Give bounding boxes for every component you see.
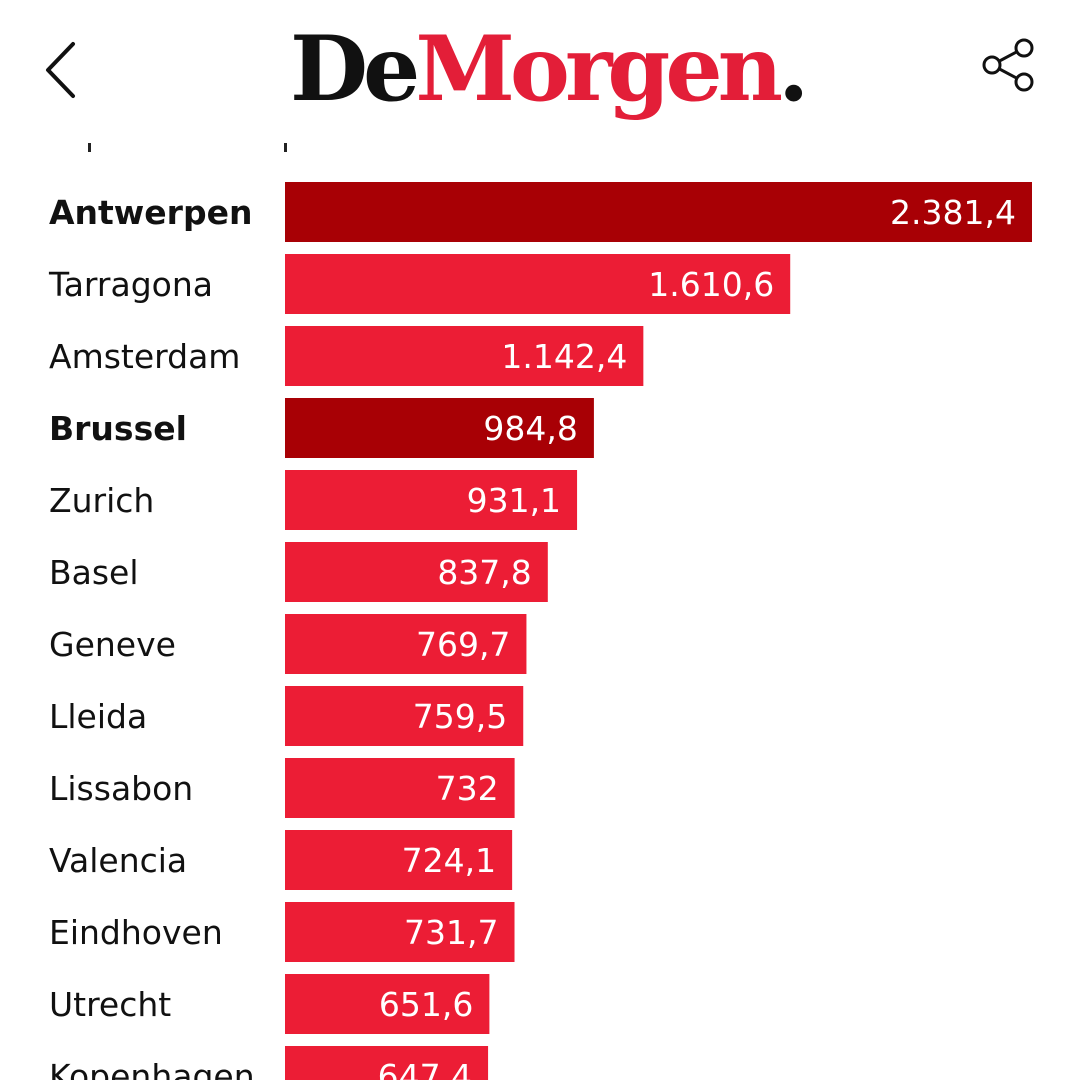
category-label: Kopenhagen <box>49 1057 255 1080</box>
bar <box>285 1046 489 1080</box>
value-label: 759,5 <box>413 697 507 736</box>
value-label: 647,4 <box>378 1057 472 1080</box>
bar <box>285 254 791 314</box>
category-label: Utrecht <box>49 985 171 1024</box>
bar <box>285 470 578 530</box>
value-label: 731,7 <box>404 913 498 952</box>
de-morgen-logo: DeMorgen. <box>290 16 809 122</box>
value-label: 984,8 <box>483 409 577 448</box>
axis-tick <box>284 143 287 152</box>
value-label: 732 <box>436 769 499 808</box>
bar <box>285 686 524 746</box>
category-label: Valencia <box>49 841 187 880</box>
back-button[interactable] <box>30 30 100 110</box>
category-label: Basel <box>49 553 139 592</box>
category-label: Amsterdam <box>49 337 240 376</box>
chevron-left-icon <box>46 42 75 98</box>
value-label: 651,6 <box>379 985 473 1024</box>
category-label: Eindhoven <box>49 913 223 952</box>
category-label: Lissabon <box>49 769 193 808</box>
value-label: 1.610,6 <box>648 265 774 304</box>
bar <box>285 398 594 458</box>
value-label: 769,7 <box>416 625 510 664</box>
value-label: 931,1 <box>467 481 561 520</box>
bar <box>285 614 527 674</box>
app-header: DeMorgen. <box>0 0 1080 140</box>
bar-chart: Antwerpen 2.381,4 Tarragona 1.610,6 Amsterda… <box>48 182 1032 1080</box>
axis-tick <box>88 143 91 152</box>
category-label: Brussel <box>49 409 187 448</box>
category-label: Zurich <box>49 481 154 520</box>
bar <box>285 326 644 386</box>
category-label: Antwerpen <box>49 193 252 232</box>
category-label: Lleida <box>49 697 147 736</box>
category-label: Geneve <box>49 625 176 664</box>
share-button[interactable] <box>972 34 1044 100</box>
value-label: 1.142,4 <box>501 337 627 376</box>
bar <box>285 542 548 602</box>
bar <box>285 830 513 890</box>
bar <box>285 974 490 1034</box>
category-label: Tarragona <box>48 265 213 304</box>
value-label: 724,1 <box>402 841 496 880</box>
bar <box>285 902 515 962</box>
bar <box>285 758 515 818</box>
share-icon <box>982 38 1034 92</box>
bar <box>285 182 1032 242</box>
value-label: 837,8 <box>437 553 531 592</box>
value-label: 2.381,4 <box>890 193 1016 232</box>
